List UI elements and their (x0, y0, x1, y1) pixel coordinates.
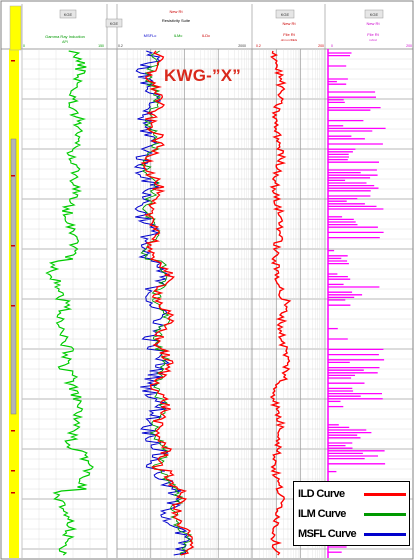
gamma-ray-curve (45, 50, 94, 556)
track2-curve-label-ild: ILDc (202, 33, 210, 38)
header-button-2-label: KGE (110, 21, 119, 26)
track2-curve-label-ilm: ILMc (174, 33, 183, 38)
track2-scale-min: 0.2 (118, 44, 123, 48)
track4-title-top: New Rt (366, 21, 380, 26)
track2-curve-label-msfl: MSFLc (144, 33, 157, 38)
depth-marker (11, 430, 15, 432)
depth-marker (11, 60, 15, 62)
track3-title: File Rt (283, 32, 295, 37)
header-button-4[interactable] (364, 9, 384, 19)
track2-scale-max: 2000 (238, 44, 246, 48)
legend-swatch-ild (364, 492, 406, 496)
depth-marker (11, 470, 15, 472)
legend-label-ild: ILD Curve (298, 488, 345, 500)
ild-curve (140, 50, 195, 556)
track3-unit: ohm.m/DEG (281, 38, 298, 42)
track2-title-top: New Rt (169, 9, 183, 14)
legend-label-ilm: ILM Curve (298, 508, 346, 520)
curve-legend: ILD Curve ILM Curve MSFL Curve (293, 481, 410, 546)
depth-scroll-thumb (10, 138, 17, 415)
track3-scale-max: 200 (318, 44, 324, 48)
track1-unit: API (62, 40, 68, 44)
depth-marker (11, 175, 15, 177)
header-button-1[interactable] (59, 9, 77, 19)
depth-marker (11, 492, 15, 494)
track1-scale-min: 0 (23, 44, 25, 48)
track3-title-top: New Rt (282, 21, 296, 26)
track4-title: File Rt (367, 32, 379, 37)
depth-header (9, 5, 22, 51)
depth-marker (11, 245, 15, 247)
depth-marker (11, 305, 15, 307)
track4-scale-min: 0 (331, 44, 333, 48)
legend-row-msfl: MSFL Curve (298, 524, 406, 544)
header-button-4-label: KGE (370, 12, 379, 17)
well-name-label: KWG-”X” (164, 66, 241, 85)
track2-title: Resistivity Suite (162, 18, 191, 23)
header-button-3[interactable] (275, 9, 295, 19)
track4-unit: in/ind (369, 38, 377, 42)
file-rt-curve (269, 50, 292, 556)
legend-swatch-msfl (364, 532, 406, 536)
track1-title: Gamma Ray Induction (45, 34, 85, 39)
legend-label-msfl: MSFL Curve (298, 528, 357, 540)
track1-scale-max: 150 (98, 44, 104, 48)
legend-row-ilm: ILM Curve (298, 504, 406, 524)
header-button-2[interactable] (105, 18, 123, 28)
track3-scale-min: 0.2 (256, 44, 261, 48)
ilm-curve (140, 50, 194, 556)
legend-row-ild: ILD Curve (298, 484, 406, 504)
msfl-curve (133, 50, 192, 556)
header-button-3-label: KGE (281, 12, 290, 17)
legend-swatch-ilm (364, 512, 406, 516)
track4-scale-max: 200 (406, 44, 412, 48)
header-button-1-label: KGE (64, 12, 73, 17)
